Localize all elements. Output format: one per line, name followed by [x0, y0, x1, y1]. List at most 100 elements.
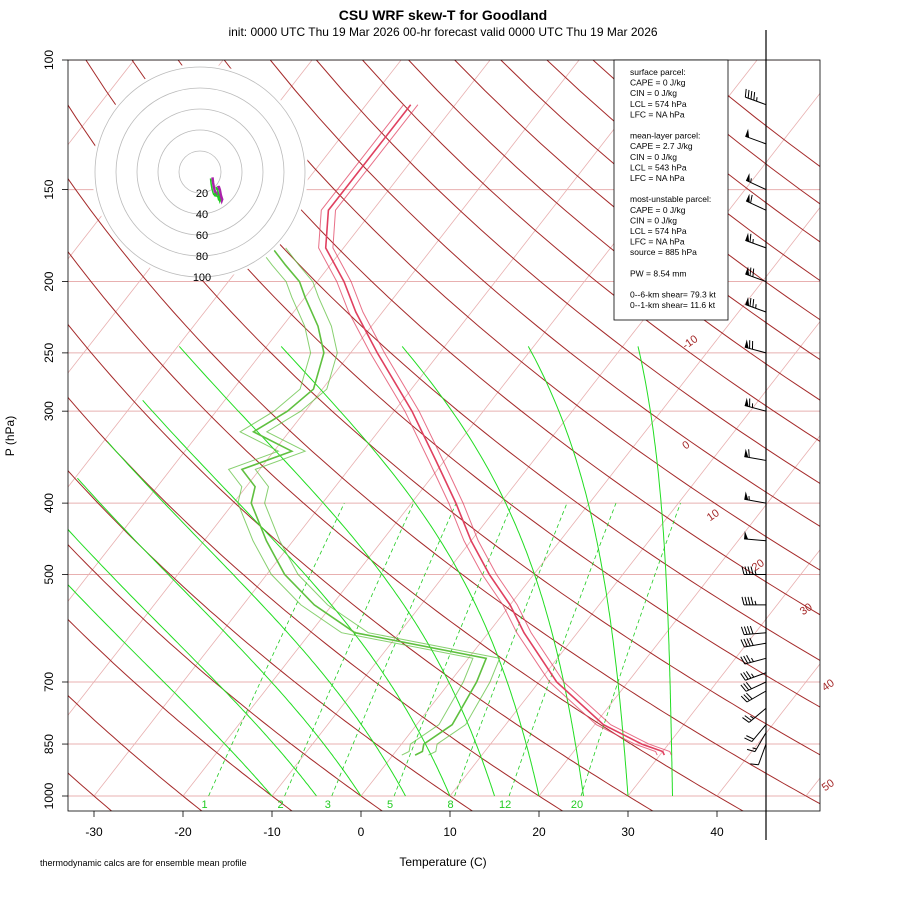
isotherm-line — [68, 60, 313, 374]
dry-adiabat — [68, 694, 203, 811]
temperature-profile — [318, 104, 658, 756]
dry-adiabat — [177, 60, 820, 616]
moist-adiabat — [637, 346, 673, 796]
hodograph-background — [92, 64, 308, 280]
wind-barb — [744, 724, 767, 742]
info-line: LFC = NA hPa — [630, 109, 685, 119]
wind-barb — [744, 491, 767, 504]
wind-barb — [744, 397, 767, 412]
hodograph-ring-label: 40 — [196, 209, 208, 221]
pressure-tick-label: 400 — [42, 493, 56, 513]
temperature-tick-label: 20 — [532, 825, 546, 839]
isotherm-line — [182, 60, 758, 797]
pressure-tick-label: 200 — [42, 271, 56, 291]
hodograph-trace-member — [209, 178, 221, 204]
temperature-tick-label: -20 — [174, 825, 192, 839]
hodograph-ring — [136, 108, 264, 236]
wind-barb — [744, 448, 767, 461]
y-axis-label: P (hPa) — [3, 416, 17, 456]
info-line: 0--1-km shear= 11.6 kt — [630, 300, 716, 310]
mixing-ratio-label: 8 — [447, 799, 453, 811]
wind-barb — [745, 232, 767, 249]
info-line: CAPE = 0 J/kg — [630, 78, 686, 88]
dry-adiabat — [131, 60, 820, 661]
wind-barb — [740, 671, 767, 681]
mixing-ratio-label: 12 — [499, 799, 511, 811]
hodograph-ring-label: 80 — [196, 251, 208, 263]
info-line: LFC = NA hPa — [630, 173, 685, 183]
dry-adiabat — [316, 60, 820, 485]
wind-barbs — [740, 88, 767, 766]
dry-adiabat — [68, 177, 820, 805]
isotherm-line — [68, 60, 580, 716]
hodograph-ring — [157, 129, 243, 215]
isotherm-line — [716, 663, 820, 797]
info-line: PW = 8.54 mm — [630, 268, 686, 278]
mixing-ratio-label: 3 — [325, 799, 331, 811]
temperature-profile — [332, 104, 672, 756]
temperature-tick-label: -30 — [85, 825, 103, 839]
wind-barb — [741, 596, 766, 606]
dry-adiabat-label: 30 — [798, 601, 815, 618]
mixing-ratio-line — [508, 502, 617, 797]
mixing-ratio-label: 1 — [201, 799, 207, 811]
temperature-tick-label: -10 — [263, 825, 281, 839]
pressure-tick-label: 700 — [42, 672, 56, 692]
wind-barb — [745, 193, 767, 211]
hodograph-ring — [115, 87, 285, 257]
footnote: thermodynamic calcs are for ensemble mea… — [40, 858, 247, 868]
pressure-tick-label: 1000 — [42, 782, 56, 809]
dry-adiabat-label: -10 — [680, 333, 700, 352]
dry-adiabat — [68, 469, 474, 811]
chart-title: CSU WRF skew-T for Goodland — [339, 7, 547, 23]
dry-adiabats — [68, 60, 820, 811]
isotherm-line — [68, 60, 402, 488]
moist-adiabat — [68, 528, 317, 797]
hodograph-ring — [178, 150, 222, 194]
info-line: CAPE = 2.7 J/kg — [630, 141, 693, 151]
wind-barb — [740, 637, 767, 648]
wind-barb — [745, 128, 767, 145]
plot-area — [68, 60, 820, 811]
dry-adiabat-label: 50 — [820, 777, 837, 794]
moist-adiabat — [68, 584, 273, 797]
dry-adiabat — [68, 104, 820, 756]
mixing-ratio-labels: 1 2 3 5 8 12 20 — [201, 799, 583, 811]
dry-adiabat — [223, 60, 820, 571]
temperature-tick-label: 30 — [621, 825, 635, 839]
moist-adiabat — [527, 346, 629, 797]
hodograph-inset: 20 40 60 80 100 — [92, 64, 308, 284]
moist-adiabat — [401, 346, 584, 797]
wind-barb — [744, 88, 767, 106]
wind-barb — [744, 530, 767, 542]
info-line: CIN = 0 J/kg — [630, 152, 677, 162]
dewpoint-profile — [240, 247, 488, 756]
info-line: LCL = 574 hPa — [630, 226, 687, 236]
wind-barb — [745, 173, 767, 191]
wind-barb — [745, 297, 767, 313]
wind-barb — [740, 690, 767, 703]
info-line: 0--6-km shear= 79.3 kt — [630, 290, 716, 300]
hodograph-ring-label: 60 — [196, 230, 208, 242]
wind-barb — [740, 625, 767, 636]
hodograph-ring-label: 100 — [193, 272, 211, 284]
dry-adiabat — [68, 323, 654, 811]
wind-barb — [750, 743, 767, 766]
dry-adiabat — [68, 251, 744, 811]
isotherm-line — [627, 549, 820, 797]
info-line: CIN = 0 J/kg — [630, 215, 677, 225]
mixing-ratio-line — [331, 502, 457, 797]
moist-adiabats — [68, 346, 673, 797]
dry-adiabat — [269, 60, 820, 527]
mixing-ratio-line — [580, 502, 681, 797]
dry-adiabat-label: 20 — [750, 557, 767, 574]
info-line: LFC = NA hPa — [630, 237, 685, 247]
wind-barb — [746, 732, 767, 753]
pressure-tick-label: 850 — [42, 734, 56, 754]
info-line: mean-layer parcel: — [630, 131, 700, 141]
dry-adiabat — [68, 618, 293, 811]
pressure-tick-label: 150 — [42, 179, 56, 199]
info-line: CIN = 0 J/kg — [630, 88, 677, 98]
wind-barb — [740, 681, 767, 692]
